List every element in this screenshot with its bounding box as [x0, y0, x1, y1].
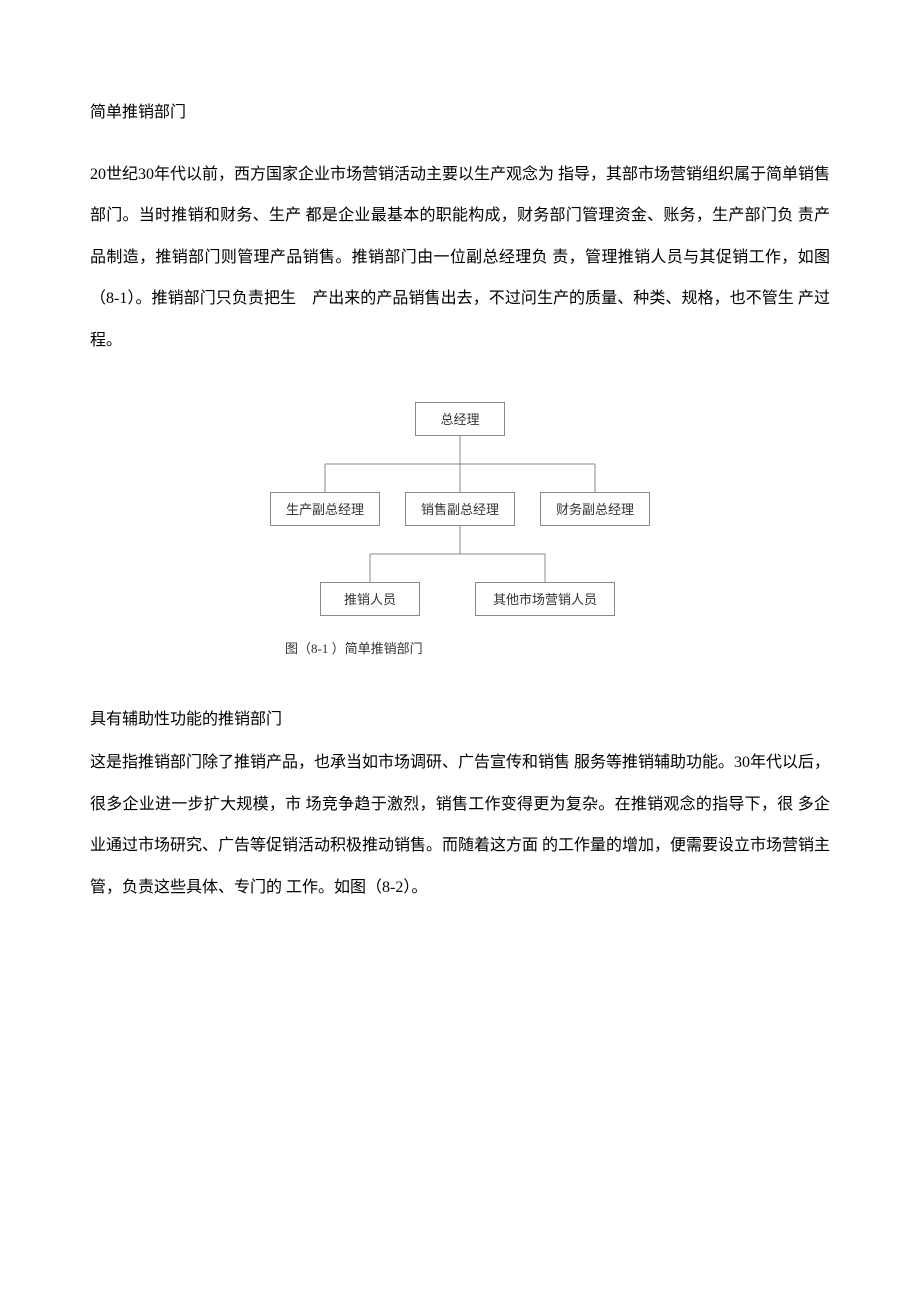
org-chart-caption: 图（8-1 ）简单推销部门: [285, 638, 423, 657]
org-chart-wrapper: 总经理生产副总经理销售副总经理财务副总经理推销人员 其他市场营销人员 图（8-1 …: [90, 402, 830, 657]
section2-heading: 具有辅助性功能的推销部门: [90, 707, 830, 733]
node-general-manager: 总经理: [415, 402, 505, 436]
node-sales-staff: 推销人员: [320, 582, 420, 616]
node-production-vp: 生产副总经理: [270, 492, 380, 526]
org-chart: 总经理生产副总经理销售副总经理财务副总经理推销人员 其他市场营销人员: [220, 402, 700, 632]
node-finance-vp: 财务副总经理: [540, 492, 650, 526]
section2-body: 这是指推销部门除了推销产品，也承当如市场调研、广告宣传和销售 服务等推销辅助功能…: [90, 742, 830, 908]
node-sales-vp: 销售副总经理: [405, 492, 515, 526]
node-other-marketing-staff: 其他市场营销人员: [475, 582, 615, 616]
section1-body: 20世纪30年代以前，西方国家企业市场营销活动主要以生产观念为 指导，其部市场营…: [90, 154, 830, 362]
section1-heading: 简单推销部门: [90, 100, 830, 126]
